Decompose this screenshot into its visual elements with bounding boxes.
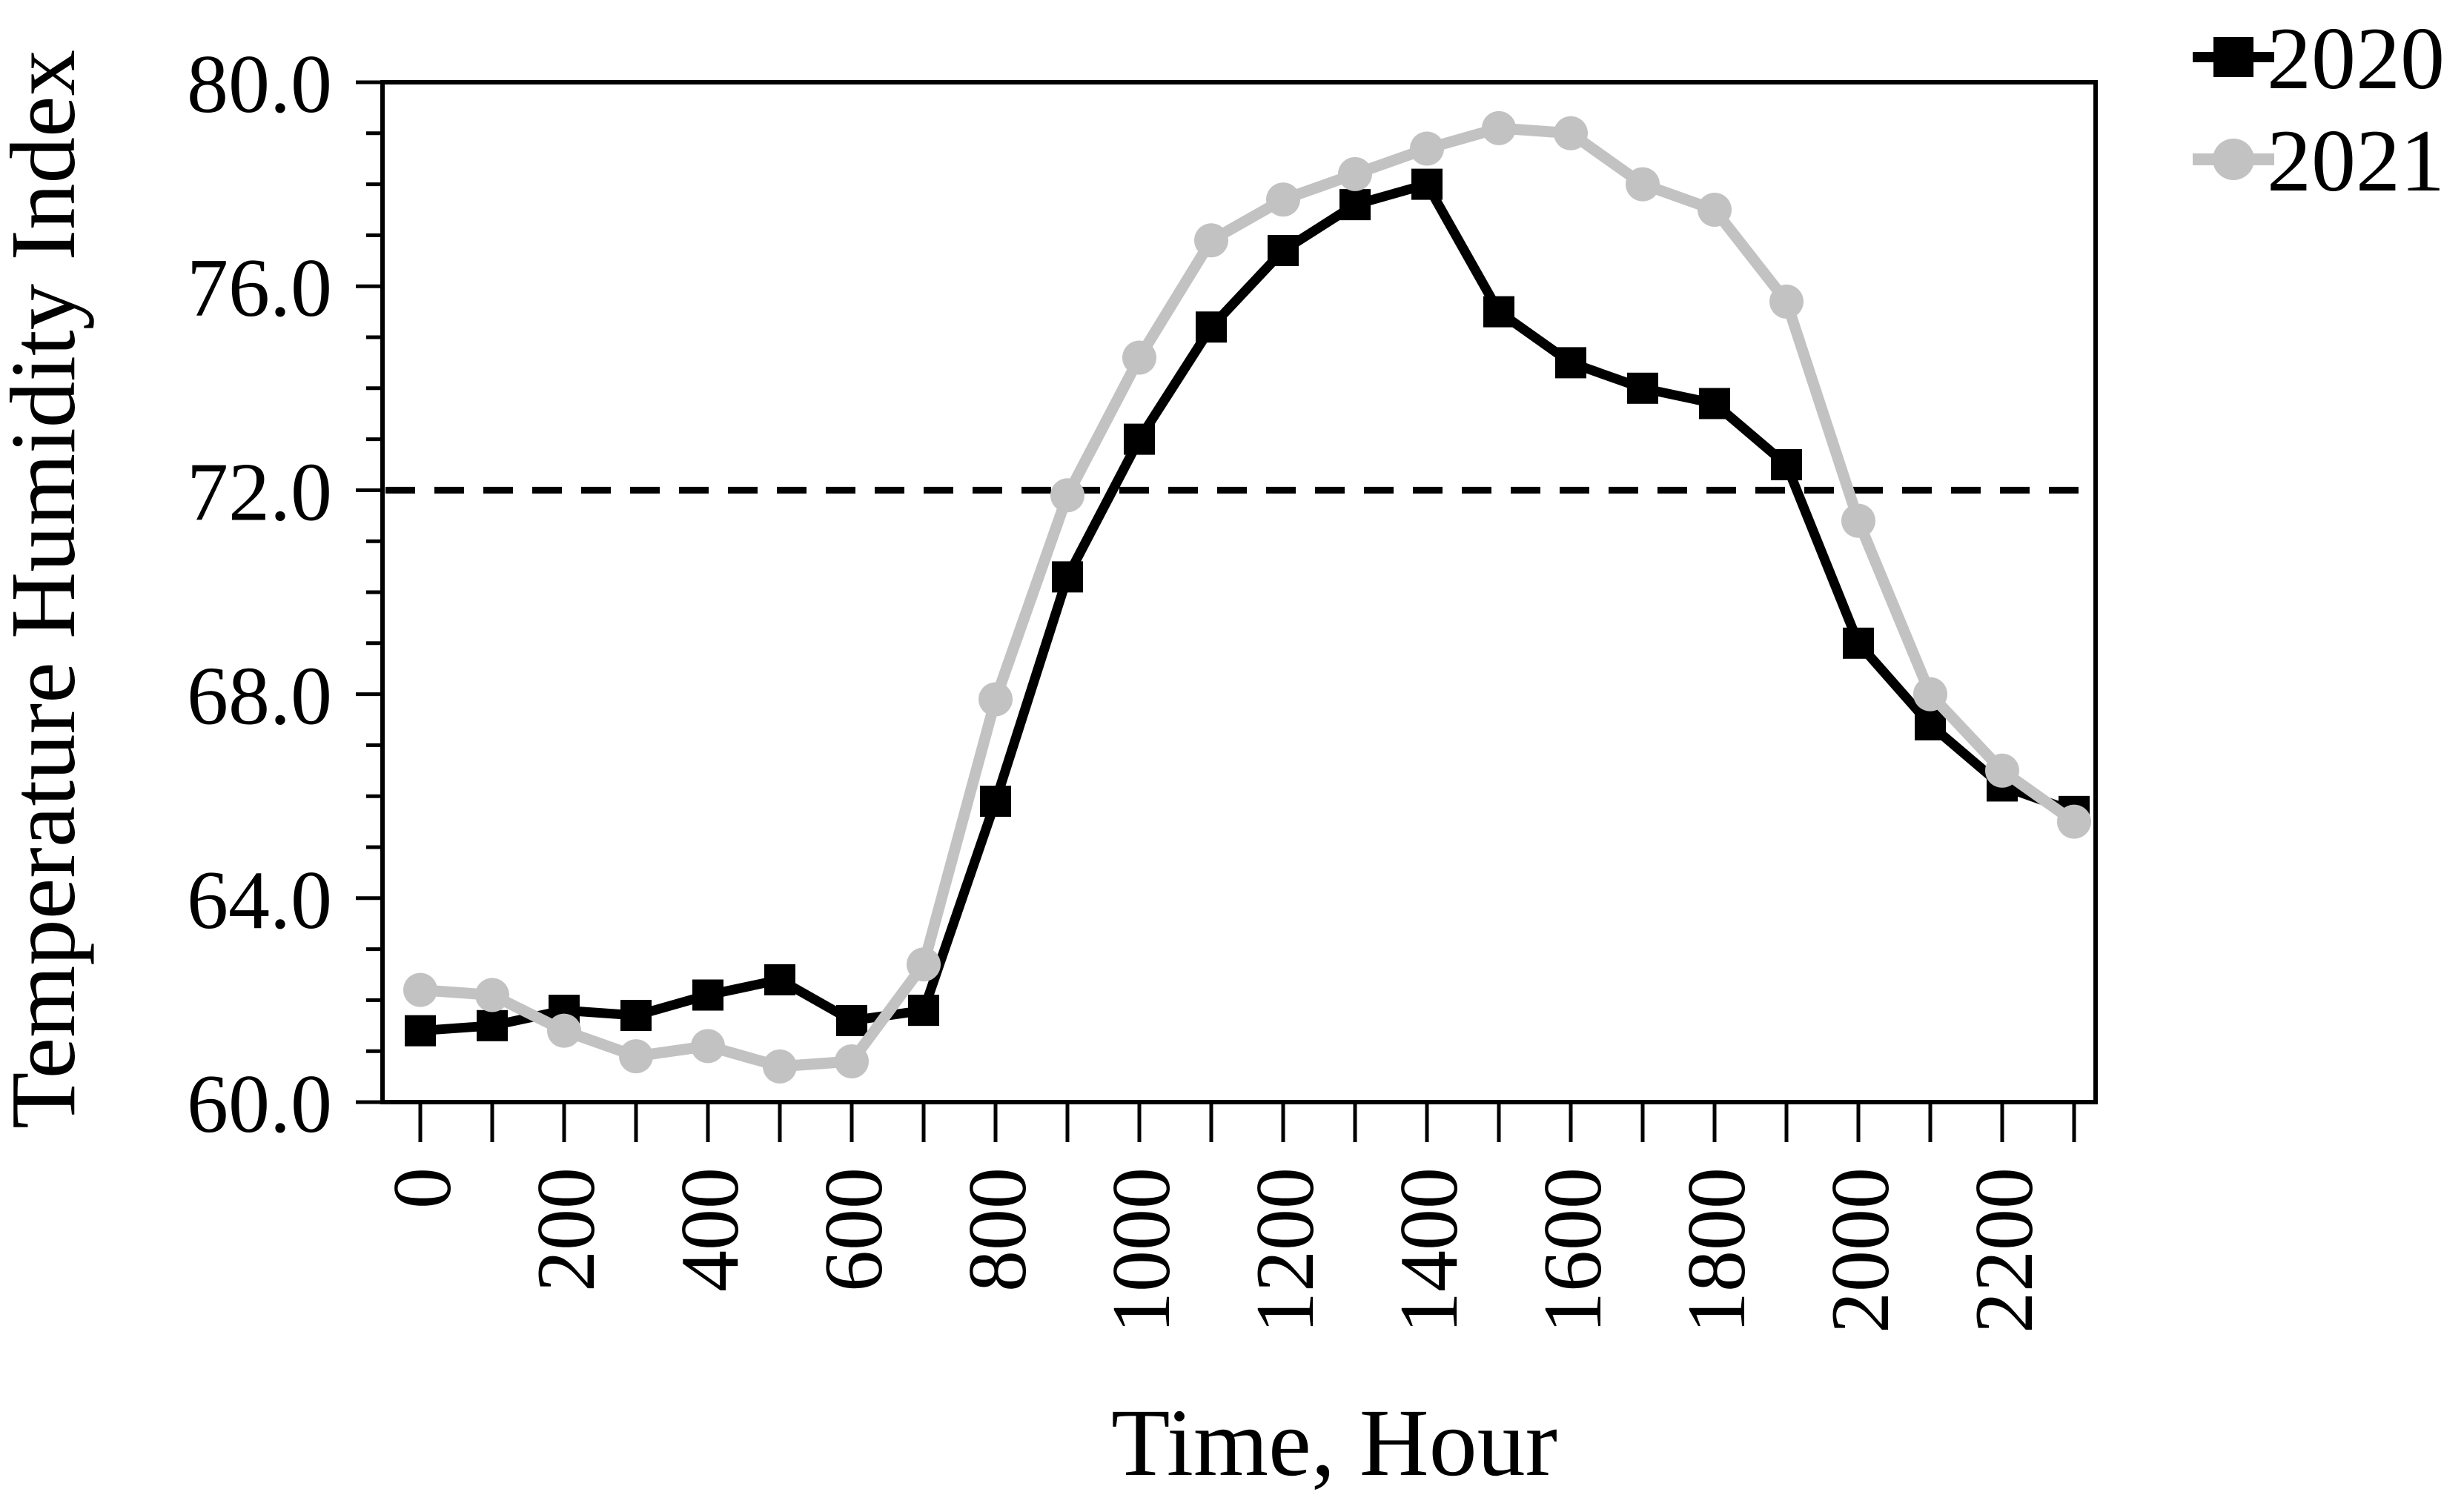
x-tick-label: 800 [952,1167,1044,1292]
series-2020-marker [1483,296,1514,328]
series-2021-marker [1122,340,1156,375]
series-2020-line [415,179,2079,1036]
series-2020-marker [1196,311,1227,343]
y-tick-label: 72.0 [187,446,332,538]
series-2020-marker [620,1000,652,1032]
series-2020-marker [980,786,1011,818]
series-2021-marker [1985,753,2019,788]
series-2020-marker [1268,235,1299,267]
series-2021-marker [907,947,941,982]
series-2021-marker [1194,223,1228,258]
series-2021-marker [547,1013,581,1048]
series-2020-marker [1627,372,1658,404]
series-2021-marker [1338,156,1372,191]
y-axis-title: Temperature Humidity Index [0,50,95,1129]
series-2020-marker [908,995,939,1027]
x-tick-label: 1600 [1527,1167,1619,1333]
legend-item-2020: 2020 [2193,9,2445,107]
x-tick-label: 600 [808,1167,900,1292]
series-2020-marker [405,1015,436,1047]
series-group [403,110,2091,1084]
legend-item-2021: 2021 [2193,111,2445,210]
series-2021-marker [1482,110,1516,145]
series-2021-marker [475,978,509,1012]
series-2020-marker [1052,561,1083,593]
series-2021-marker [763,1049,797,1084]
series-2021-line [414,122,2080,1072]
series-2020-marker [1339,189,1371,221]
series-2020-marker [836,1004,867,1036]
series-2020-marker [1411,168,1443,200]
x-tick-label: 2000 [1815,1167,1907,1333]
axis-ticks-group: 60.0 64.0 68.0 72.0 76.0 80.0 0 200 400 600 800 100… [187,39,2076,1333]
series-2020-marker [1915,709,1946,740]
x-tick-label: 0 [377,1167,468,1209]
series-2020-marker [764,964,795,995]
y-tick-label: 64.0 [187,855,332,946]
series-2020-marker [1771,449,1802,480]
x-tick-label: 1400 [1383,1167,1475,1333]
series-2021-marker [1769,284,1804,319]
series-2021-marker [1626,167,1660,202]
plot-area-border [380,80,2098,1104]
x-tick-label: 2200 [1958,1167,2050,1333]
legend-square-marker-icon [2213,37,2253,77]
series-2021-marker [403,972,437,1007]
series-2020-marker [1124,423,1155,455]
x-tick-label: 1000 [1096,1167,1188,1333]
series-2021-marker [619,1039,653,1074]
legend-circle-marker-icon [2213,139,2254,180]
series-2021-marker [1050,478,1084,513]
legend-label-2020: 2020 [2267,9,2445,107]
series-2021-marker [1554,116,1588,150]
series-2021-marker [691,1029,725,1064]
y-tick-label: 76.0 [187,242,332,334]
series-2020-marker [692,979,723,1011]
y-tick-label: 80.0 [187,39,332,130]
series-2020-marker [1699,388,1730,420]
x-tick-label: 200 [520,1167,612,1292]
x-axis-title: Time, Hour [1111,1390,1557,1496]
series-2020-marker [1843,627,1874,659]
series-2021-marker [835,1044,869,1078]
series-2021-marker [2057,804,2091,839]
x-tick-label: 1200 [1239,1167,1331,1333]
series-2021-marker [978,682,1013,717]
series-2021-marker [1841,503,1875,538]
series-2021-marker [1266,182,1300,217]
y-tick-label: 60.0 [187,1058,332,1150]
series-2021-marker [1913,677,1947,712]
series-2020-marker [1555,347,1586,379]
y-tick-label: 68.0 [187,651,332,743]
series-2021-marker [1410,131,1444,166]
legend-label-2021: 2021 [2267,111,2445,210]
series-2021-marker [1698,193,1732,227]
x-tick-label: 1800 [1671,1167,1763,1333]
legend: 2020 2021 [2193,9,2445,210]
series-2020-marker [477,1009,508,1041]
x-tick-label: 400 [664,1167,756,1292]
